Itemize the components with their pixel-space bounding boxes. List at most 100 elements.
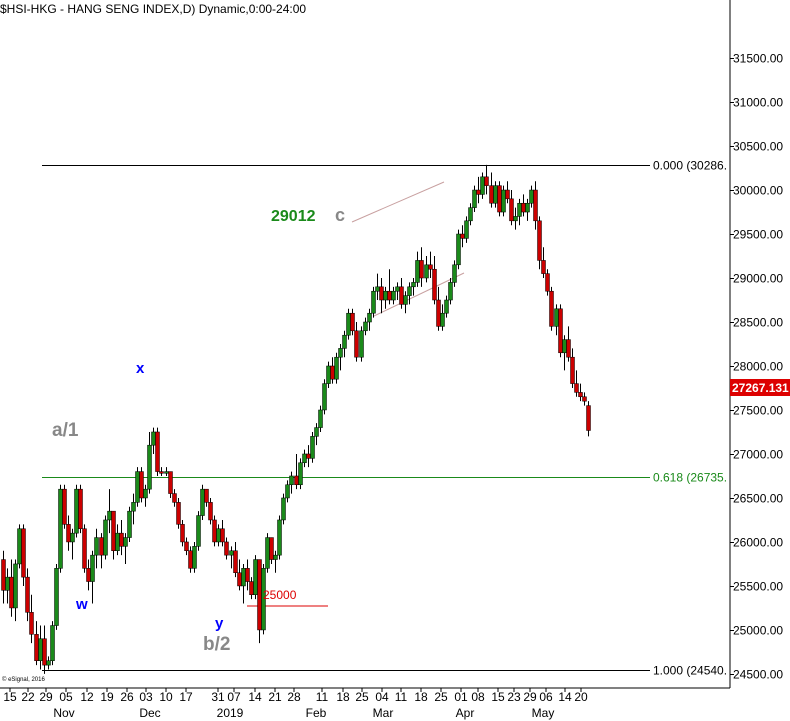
candle-body — [249, 581, 254, 595]
candle-body — [509, 198, 514, 222]
candle-body — [484, 176, 489, 186]
candle-body — [38, 638, 43, 661]
candle-body — [147, 444, 152, 490]
x-day-label: 26 — [120, 690, 134, 704]
x-day-label: 28 — [287, 690, 301, 704]
candle-body — [428, 264, 433, 270]
x-day-label: 29 — [39, 690, 53, 704]
candle-body — [86, 568, 91, 582]
candle-body — [204, 488, 209, 503]
x-day-label: 01 — [454, 690, 468, 704]
candle-body — [359, 330, 364, 358]
candle-body — [338, 348, 343, 358]
candle-body — [237, 572, 242, 587]
candle-body — [208, 502, 213, 521]
candle-body — [505, 189, 510, 200]
y-tick-label: 29000.00 — [733, 272, 783, 286]
candle-body — [419, 260, 424, 279]
candlesticks — [1, 164, 591, 674]
fib-level-label-0: 0.000 (30286. — [653, 159, 727, 173]
candle-body — [277, 519, 282, 556]
x-day-label: 25 — [355, 690, 369, 704]
last-price-badge — [730, 379, 790, 396]
candle-body — [123, 537, 128, 547]
x-day-label: 03 — [139, 690, 153, 704]
candle-body — [212, 519, 217, 543]
y-tick-label: 31000.00 — [733, 96, 783, 110]
candle-body — [115, 532, 120, 552]
candle-body — [192, 546, 197, 569]
candle-body — [294, 475, 299, 486]
candle-body — [62, 488, 67, 525]
candle-body — [456, 233, 461, 266]
annotation-b2: b/2 — [203, 634, 230, 655]
candle-body — [342, 334, 347, 349]
y-tick-label: 30000.00 — [733, 184, 783, 198]
x-day-label: 04 — [375, 690, 389, 704]
candle-body — [200, 488, 205, 516]
y-tick-label: 31500.00 — [733, 52, 783, 66]
candle-body — [395, 286, 400, 292]
annotation-29012: 29012 — [271, 208, 316, 225]
candle-body — [220, 528, 225, 543]
y-tick-label: 27500.00 — [733, 404, 783, 418]
candle-body — [346, 312, 351, 336]
candle-body — [90, 554, 95, 582]
candle-body — [70, 532, 75, 543]
x-day-label: 11 — [395, 690, 408, 704]
candle-body — [188, 550, 193, 569]
x-day-label: 14 — [558, 690, 572, 704]
candle-body — [444, 299, 449, 314]
y-tick-label: 24500.00 — [733, 668, 783, 682]
candle-body — [322, 383, 327, 411]
candle-body — [480, 176, 485, 195]
candle-body — [285, 484, 290, 499]
x-day-label: 19 — [100, 690, 114, 704]
candle-body — [549, 290, 554, 327]
candle-body — [164, 471, 169, 474]
y-tick-label: 25500.00 — [733, 580, 783, 594]
candle-body — [99, 537, 104, 556]
x-day-label: 17 — [179, 690, 193, 704]
candle-body — [533, 189, 538, 222]
candle-body — [436, 299, 441, 327]
candle-body — [407, 286, 412, 296]
copyright-label: © eSignal, 2016 — [2, 676, 45, 683]
candle-body — [13, 563, 18, 609]
candle-body — [574, 383, 579, 393]
candle-body — [468, 207, 473, 222]
candle-body — [545, 273, 550, 292]
x-day-label: 15 — [3, 690, 17, 704]
candle-body — [318, 409, 323, 428]
axes — [0, 0, 731, 689]
candle-body — [566, 339, 571, 358]
x-day-label: 18 — [336, 690, 350, 704]
x-day-label: 15 — [491, 690, 505, 704]
candle-body — [411, 282, 416, 288]
candle-body — [501, 189, 506, 213]
candle-body — [578, 392, 583, 398]
candle-body — [460, 233, 465, 239]
annotation-x: x — [136, 360, 145, 377]
candle-body — [391, 290, 396, 301]
x-day-label: 22 — [21, 690, 35, 704]
candle-body — [298, 462, 303, 486]
candle-body — [261, 568, 266, 631]
x-day-label: 06 — [539, 690, 553, 704]
candle-body — [452, 264, 457, 283]
x-month-label: Mar — [373, 706, 394, 720]
candle-body — [216, 528, 221, 543]
candle-body — [58, 488, 63, 569]
candle-body — [289, 475, 294, 486]
y-tick-label: 29500.00 — [733, 228, 783, 242]
candle-body — [472, 189, 477, 208]
candle-body — [168, 471, 173, 494]
candle-body — [5, 576, 10, 591]
candle-body — [375, 286, 380, 292]
candle-body — [46, 660, 51, 666]
candle-body — [269, 537, 274, 560]
candle-body — [139, 471, 144, 499]
candle-body — [554, 308, 559, 327]
